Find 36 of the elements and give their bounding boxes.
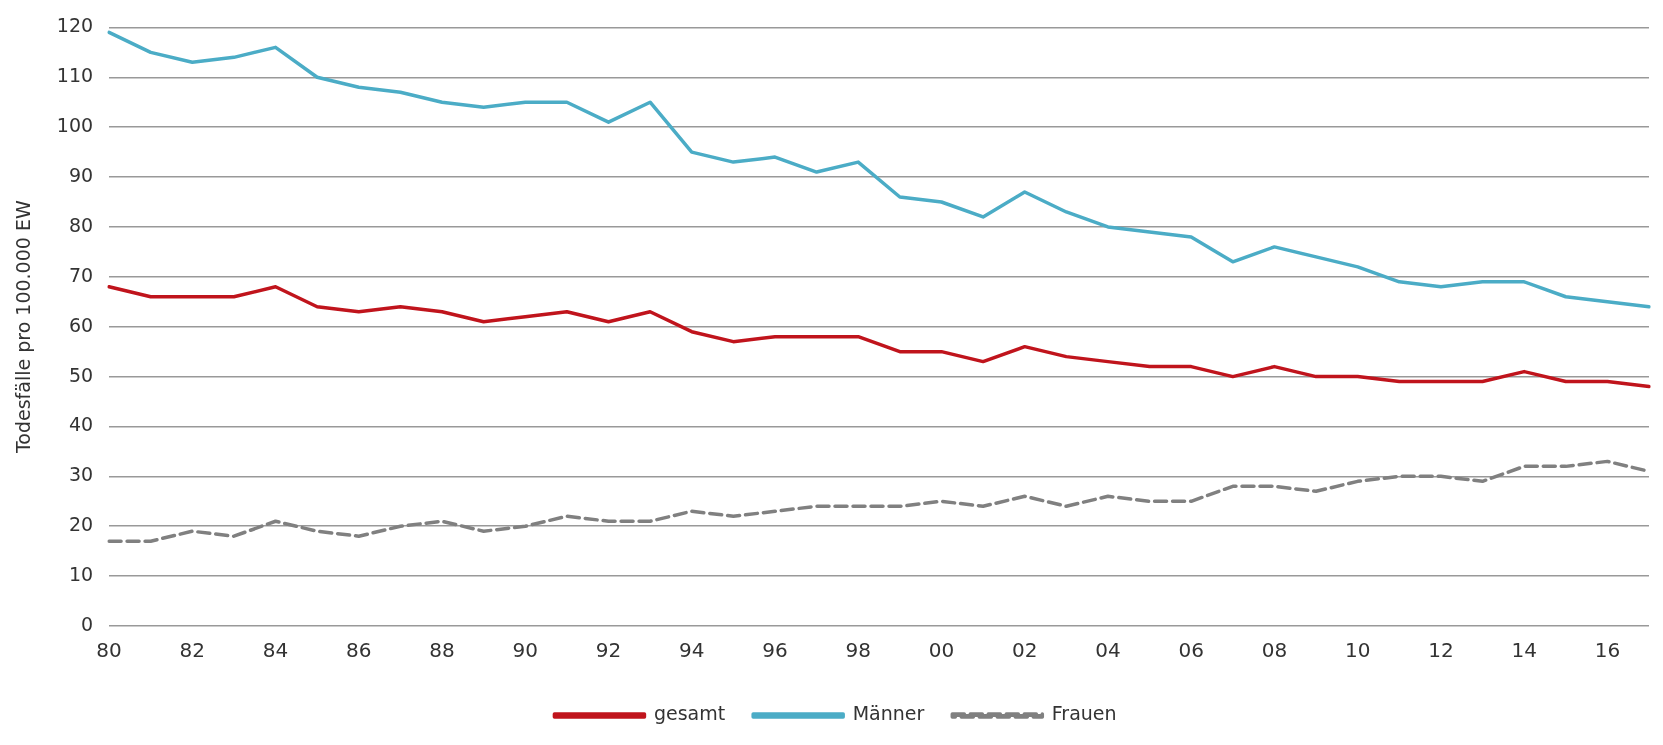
legend-label: Männer: [852, 702, 925, 725]
x-tick-label: 06: [1178, 638, 1204, 663]
legend-label: Frauen: [1051, 702, 1117, 725]
x-tick-label: 10: [1344, 638, 1371, 663]
y-tick-label: 0: [80, 612, 94, 635]
x-tick-label: 80: [96, 638, 122, 663]
y-tick-label: 20: [68, 513, 94, 536]
x-tick-label: 94: [679, 638, 705, 663]
x-tick-label: 92: [595, 638, 622, 663]
x-tick-label: 08: [1261, 638, 1288, 663]
y-tick-label: 50: [68, 363, 94, 386]
x-tick-label: 96: [762, 638, 788, 663]
x-tick-label: 90: [512, 638, 538, 663]
y-tick-label: 90: [68, 163, 94, 186]
y-tick-label: 10: [68, 563, 94, 586]
x-tick-label: 12: [1428, 638, 1454, 663]
x-tick-label: 82: [179, 638, 206, 663]
y-tick-label: 40: [68, 413, 94, 436]
x-tick-label: 14: [1511, 638, 1537, 663]
x-tick-label: 86: [346, 638, 372, 663]
y-tick-label: 110: [56, 64, 94, 87]
x-tick-label: 02: [1011, 638, 1038, 663]
legend-label: gesamt: [653, 702, 726, 725]
x-tick-label: 98: [845, 638, 871, 663]
y-axis-title: Todesfälle pro 100.000 EW: [12, 200, 35, 455]
y-tick-label: 80: [68, 213, 94, 236]
x-tick-label: 04: [1095, 638, 1121, 663]
y-tick-label: 60: [68, 313, 94, 336]
y-tick-label: 70: [68, 263, 94, 286]
x-tick-label: 16: [1594, 638, 1621, 663]
x-tick-label: 88: [429, 638, 455, 663]
y-tick-label: 120: [56, 14, 94, 37]
y-tick-label: 30: [68, 463, 94, 486]
y-tick-label: 100: [56, 114, 94, 137]
x-tick-label: 84: [262, 638, 289, 663]
x-tick-label: 00: [928, 638, 955, 663]
